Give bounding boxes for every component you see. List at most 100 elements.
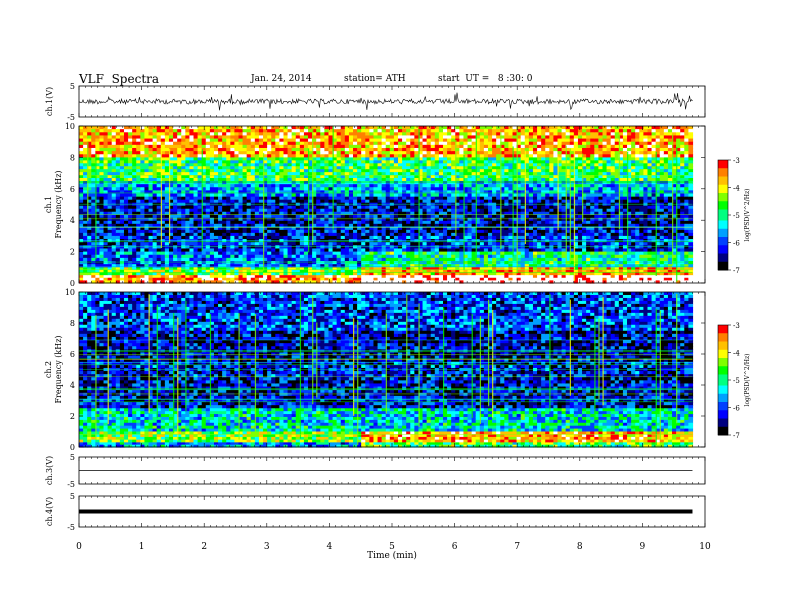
heatmap-cell (103, 269, 109, 274)
heatmap-cell (111, 264, 117, 268)
heatmap-cell (279, 144, 285, 149)
heatmap-cell (324, 154, 330, 158)
heatmap-cell (377, 196, 383, 201)
heatmap-cell (148, 229, 154, 234)
heatmap-cell (447, 239, 452, 243)
heatmap-cell (344, 175, 350, 179)
heatmap-cell (447, 135, 452, 140)
heatmap-cell (316, 211, 321, 216)
heatmap-cell (197, 254, 203, 259)
heatmap-cell (103, 135, 109, 140)
heatmap-cell (303, 211, 309, 216)
heatmap-cell (152, 261, 158, 265)
heatmap-cell (230, 226, 236, 231)
heatmap-cell (303, 235, 309, 240)
heatmap-cell (242, 248, 248, 253)
heatmap-cell (209, 175, 215, 179)
heatmap-cell (95, 196, 101, 201)
heatmap-cell (279, 261, 285, 265)
heatmap-cell (160, 232, 166, 237)
heatmap-cell (308, 223, 313, 228)
heatmap-cell (87, 226, 92, 231)
heatmap-cell (242, 184, 248, 188)
heatmap-cell (156, 172, 162, 176)
heatmap-cell (303, 178, 309, 182)
heatmap-cell (168, 193, 174, 198)
heatmap-cell (258, 251, 264, 256)
heatmap-cell (91, 277, 96, 281)
heatmap-cell (385, 126, 391, 130)
heatmap-cell (87, 196, 92, 201)
heatmap-cell (398, 245, 403, 250)
heatmap-cell (185, 251, 191, 256)
heatmap-cell (316, 232, 321, 237)
heatmap-cell (95, 190, 101, 195)
heatmap-cell (201, 217, 207, 222)
heatmap-cell (385, 208, 391, 213)
heatmap-cell (385, 196, 391, 201)
heatmap-cell (205, 154, 211, 158)
heatmap-cell (357, 245, 362, 250)
heatmap-cell (156, 245, 162, 250)
heatmap-cell (308, 160, 313, 164)
heatmap-cell (377, 272, 383, 276)
heatmap-cell (189, 144, 195, 149)
heatmap-cell (340, 277, 346, 281)
heatmap-cell (271, 220, 276, 225)
heatmap-cell (299, 235, 305, 240)
heatmap-cell (275, 132, 280, 137)
heatmap-cell (267, 272, 272, 276)
heatmap-cell (357, 251, 362, 256)
heatmap-cell (303, 242, 309, 246)
heatmap-cell (230, 169, 236, 173)
heatmap-cell (250, 235, 256, 240)
heatmap-cell (393, 126, 399, 130)
heatmap-cell (303, 264, 309, 268)
heatmap-cell (201, 248, 207, 253)
heatmap-cell (218, 254, 223, 259)
heatmap-cell (414, 239, 420, 243)
heatmap-cell (410, 269, 415, 274)
heatmap-cell (168, 154, 174, 158)
heatmap-cell (87, 242, 92, 246)
heatmap-cell (275, 163, 280, 167)
heatmap-cell (209, 226, 215, 231)
heatmap-cell (99, 254, 105, 259)
heatmap-cell (103, 272, 109, 276)
heatmap-cell (156, 184, 162, 188)
heatmap-cell (115, 261, 121, 265)
heatmap-cell (156, 190, 162, 195)
heatmap-cell (103, 235, 109, 240)
heatmap-cell (295, 184, 301, 188)
heatmap-cell (185, 280, 191, 284)
heatmap-cell (91, 214, 96, 219)
heatmap-cell (291, 187, 297, 191)
heatmap-cell (250, 248, 256, 253)
heatmap-cell (430, 220, 436, 225)
heatmap-cell (128, 190, 133, 195)
heatmap-cell (283, 220, 289, 225)
heatmap-cell (250, 229, 256, 234)
heatmap-cell (447, 217, 452, 222)
heatmap-cell (87, 229, 92, 234)
heatmap-cell (91, 220, 96, 225)
heatmap-cell (451, 157, 456, 161)
heatmap-cell (254, 141, 260, 146)
heatmap-cell (119, 254, 125, 259)
heatmap-cell (238, 151, 244, 155)
heatmap-cell (132, 242, 137, 246)
heatmap-cell (119, 205, 125, 210)
heatmap-cell (218, 280, 223, 284)
heatmap-cell (271, 205, 276, 210)
heatmap-cell (160, 141, 166, 146)
heatmap-cell (209, 220, 215, 225)
waveform-line (78, 92, 693, 111)
heatmap-cell (234, 205, 240, 210)
heatmap-cell (189, 261, 195, 265)
heatmap-cell (434, 184, 440, 188)
heatmap-cell (218, 144, 223, 149)
heatmap-cell (173, 223, 178, 228)
heatmap-cell (340, 232, 346, 237)
heatmap-cell (443, 205, 448, 210)
heatmap-cell (173, 267, 178, 271)
